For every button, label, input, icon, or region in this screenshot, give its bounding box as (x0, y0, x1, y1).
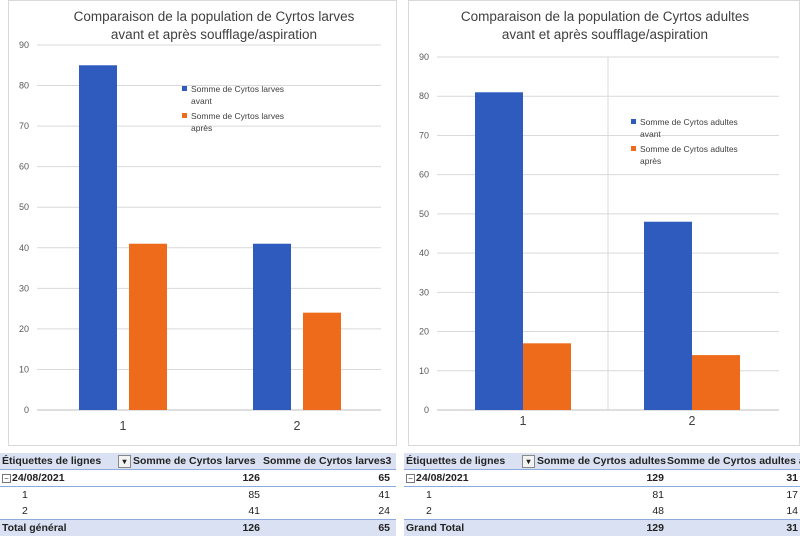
pivot-date-row: − 24/08/2021 126 65 (0, 470, 396, 487)
pivot-total-row: Total général 126 65 (0, 519, 396, 536)
col2-header: Somme de Cyrtos larves3 (263, 455, 392, 467)
y-tick-label: 80 (19, 81, 29, 91)
legend-label: après (640, 156, 661, 166)
bar (79, 65, 117, 411)
total-col2: 65 (378, 522, 390, 534)
date-col2: 31 (786, 472, 798, 484)
date-label: 24/08/2021 (416, 472, 469, 484)
bar (644, 221, 692, 410)
total-label: Total général (2, 522, 67, 534)
chart-title-line: Comparaison de la population de Cyrtos l… (74, 9, 355, 24)
legend-swatch (182, 113, 187, 118)
row-col1: 81 (652, 489, 664, 501)
chart-adultes[interactable]: Comparaison de la population de Cyrtos a… (408, 0, 800, 446)
row-col2: 17 (786, 489, 798, 501)
y-tick-label: 30 (19, 283, 29, 293)
y-tick-label: 40 (419, 248, 429, 258)
x-tick-label: 2 (294, 419, 301, 433)
chart-larves[interactable]: Comparaison de la population de Cyrtos l… (8, 0, 397, 446)
bar (692, 355, 740, 410)
row-col1: 85 (248, 489, 260, 501)
pivot-data-row: 1 81 17 (404, 487, 800, 503)
row-col1: 41 (248, 505, 260, 517)
y-tick-label: 40 (19, 243, 29, 253)
bar (523, 343, 571, 410)
date-col2: 65 (378, 472, 390, 484)
y-tick-label: 20 (19, 324, 29, 334)
pivot-total-row: Grand Total 129 31 (404, 519, 800, 536)
y-tick-label: 20 (419, 327, 429, 337)
row-label: 2 (22, 505, 28, 517)
row-labels-header: Étiquettes de lignes (2, 455, 102, 467)
legend-label: Somme de Cyrtos adultes (640, 117, 738, 127)
chart-adultes-svg: Comparaison de la population de Cyrtos a… (419, 9, 779, 428)
row-col2: 14 (786, 505, 798, 517)
x-tick-label: 1 (120, 419, 127, 433)
pivot-header-row: Étiquettes de lignes ▾ Somme de Cyrtos a… (404, 453, 800, 470)
y-tick-label: 10 (19, 364, 29, 374)
total-col1: 129 (646, 522, 664, 534)
pivot-table-adultes: Étiquettes de lignes ▾ Somme de Cyrtos a… (404, 453, 800, 536)
legend-swatch (631, 119, 636, 124)
row-col2: 41 (378, 489, 390, 501)
row-label: 2 (426, 505, 432, 517)
row-labels-header: Étiquettes de lignes (406, 455, 506, 467)
total-col1: 126 (242, 522, 260, 534)
pivot-data-row: 2 41 24 (0, 503, 396, 519)
bar (475, 92, 523, 411)
y-tick-label: 90 (419, 52, 429, 62)
y-tick-label: 90 (19, 40, 29, 50)
legend-label: Somme de Cyrtos adultes (640, 144, 738, 154)
pivot-header-row: Étiquettes de lignes ▾ Somme de Cyrtos l… (0, 453, 396, 470)
col1-header: Somme de Cyrtos larves (133, 455, 256, 467)
row-col1: 48 (652, 505, 664, 517)
legend-label: avant (191, 96, 212, 106)
collapse-icon[interactable]: − (2, 474, 11, 483)
y-tick-label: 70 (19, 121, 29, 131)
filter-dropdown-icon[interactable]: ▾ (522, 455, 535, 468)
y-tick-label: 0 (424, 405, 429, 415)
date-label: 24/08/2021 (12, 472, 65, 484)
legend-label: après (191, 123, 212, 133)
legend-label: Somme de Cyrtos larves (191, 111, 284, 121)
bar (303, 312, 341, 410)
y-tick-label: 80 (419, 91, 429, 101)
col1-header: Somme de Cyrtos adultes (537, 455, 666, 467)
y-tick-label: 60 (19, 162, 29, 172)
legend-swatch (631, 146, 636, 151)
total-col2: 31 (786, 522, 798, 534)
row-col2: 24 (378, 505, 390, 517)
y-tick-label: 50 (19, 202, 29, 212)
y-tick-label: 10 (419, 366, 429, 376)
date-col1: 126 (242, 472, 260, 484)
pivot-table-larves: Étiquettes de lignes ▾ Somme de Cyrtos l… (0, 453, 396, 536)
x-tick-label: 2 (689, 414, 696, 428)
bar (253, 243, 291, 410)
legend-label: Somme de Cyrtos larves (191, 84, 284, 94)
total-label: Grand Total (406, 522, 465, 534)
bar (129, 243, 167, 410)
x-tick-label: 1 (520, 414, 527, 428)
chart-title-line: Comparaison de la population de Cyrtos a… (461, 9, 749, 24)
pivot-data-row: 1 85 41 (0, 487, 396, 503)
filter-dropdown-icon[interactable]: ▾ (118, 455, 131, 468)
legend-swatch (182, 86, 187, 91)
chart-larves-svg: Comparaison de la population de Cyrtos l… (19, 9, 381, 433)
y-tick-label: 60 (419, 170, 429, 180)
collapse-icon[interactable]: − (406, 474, 415, 483)
pivot-data-row: 2 48 14 (404, 503, 800, 519)
legend-label: avant (640, 129, 661, 139)
y-tick-label: 50 (419, 209, 429, 219)
y-tick-label: 70 (419, 130, 429, 140)
y-tick-label: 30 (419, 287, 429, 297)
col2-header: Somme de Cyrtos adultes a (667, 455, 800, 467)
date-col1: 129 (646, 472, 664, 484)
row-label: 1 (22, 489, 28, 501)
row-label: 1 (426, 489, 432, 501)
y-tick-label: 0 (24, 405, 29, 415)
chart-title-line: avant et après soufflage/aspiration (111, 27, 317, 42)
chart-title-line: avant et après soufflage/aspiration (502, 27, 708, 42)
pivot-date-row: − 24/08/2021 129 31 (404, 470, 800, 487)
